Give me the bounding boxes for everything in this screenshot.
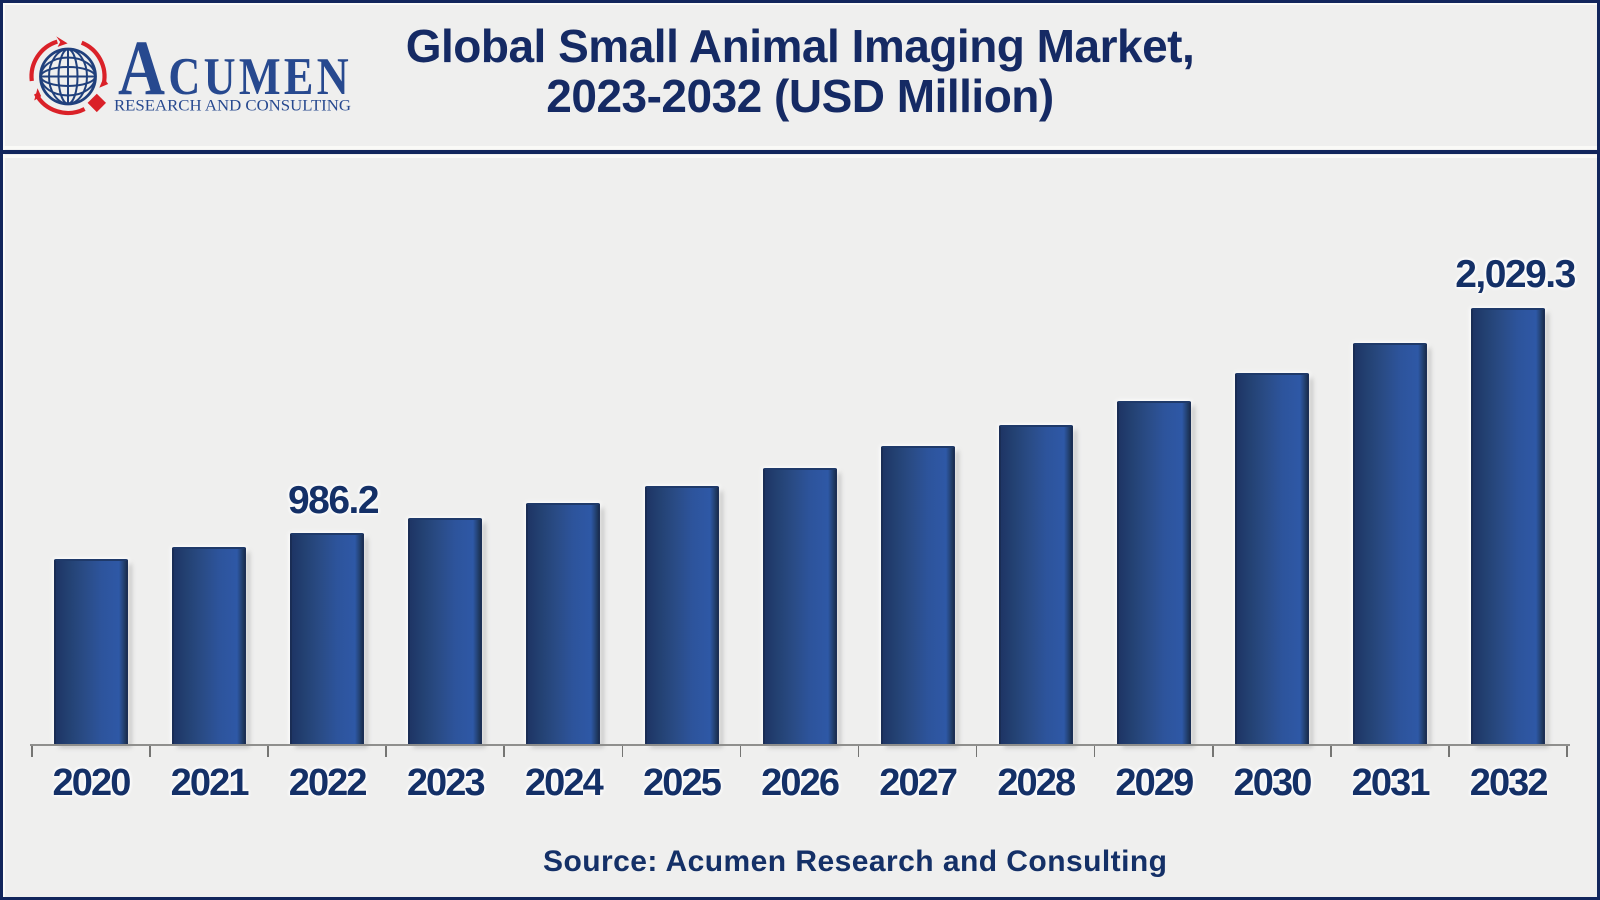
svg-text:RESEARCH AND CONSULTING: RESEARCH AND CONSULTING xyxy=(114,98,351,115)
svg-text:ACUMEN: ACUMEN xyxy=(118,24,352,111)
